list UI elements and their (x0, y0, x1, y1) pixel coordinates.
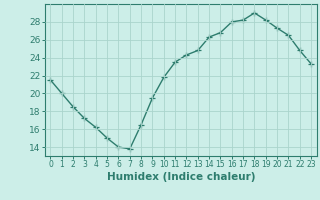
X-axis label: Humidex (Indice chaleur): Humidex (Indice chaleur) (107, 172, 255, 182)
